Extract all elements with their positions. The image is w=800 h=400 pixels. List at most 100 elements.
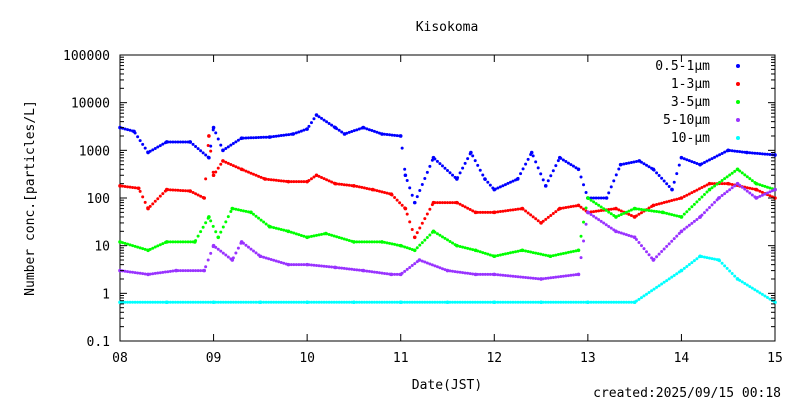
data-point — [201, 269, 205, 273]
data-point — [672, 273, 676, 277]
data-point — [289, 263, 293, 267]
data-point — [745, 189, 749, 193]
data-point — [176, 300, 180, 304]
data-point — [221, 159, 225, 163]
data-point — [435, 159, 439, 163]
data-point — [536, 300, 540, 304]
data-point — [546, 300, 550, 304]
data-point — [652, 209, 656, 213]
data-point — [332, 234, 336, 238]
data-point — [675, 197, 679, 201]
data-point — [249, 136, 253, 140]
data-point — [307, 235, 311, 239]
data-point — [355, 268, 359, 272]
data-point — [755, 196, 759, 200]
data-point — [458, 300, 462, 304]
data-point — [131, 244, 135, 248]
data-point — [138, 300, 142, 304]
data-point — [582, 220, 586, 224]
data-point — [710, 257, 714, 261]
data-point — [745, 283, 749, 287]
data-point — [733, 149, 737, 153]
data-point — [710, 203, 714, 207]
data-point — [473, 272, 477, 276]
data-point — [423, 260, 427, 264]
data-point — [564, 300, 568, 304]
data-point — [536, 252, 540, 256]
data-point — [511, 250, 515, 254]
data-point — [325, 265, 329, 269]
data-point — [309, 263, 313, 267]
data-point — [710, 186, 714, 190]
data-point — [347, 267, 351, 271]
data-point — [682, 195, 686, 199]
data-point — [687, 263, 691, 267]
data-point — [206, 216, 210, 220]
data-point — [463, 246, 467, 250]
data-point — [458, 270, 462, 274]
data-point — [622, 300, 626, 304]
data-point — [350, 300, 354, 304]
data-point — [692, 202, 696, 206]
data-point — [587, 300, 591, 304]
data-point — [627, 300, 631, 304]
data-point — [589, 213, 593, 217]
data-point — [383, 132, 387, 136]
data-point — [350, 130, 354, 134]
data-point — [138, 246, 142, 250]
data-point — [211, 224, 215, 228]
data-point — [224, 253, 228, 257]
data-point — [574, 166, 578, 170]
data-point — [199, 269, 203, 273]
data-point — [667, 277, 671, 281]
data-point — [312, 117, 316, 121]
data-point — [453, 300, 457, 304]
data-point — [153, 271, 157, 275]
data-point — [763, 152, 767, 156]
data-point — [370, 129, 374, 133]
data-point — [405, 300, 409, 304]
data-point — [639, 160, 643, 164]
data-point — [126, 300, 130, 304]
data-point — [599, 300, 603, 304]
data-point — [516, 275, 520, 279]
data-point — [516, 176, 520, 180]
data-point — [456, 244, 460, 248]
data-point — [715, 258, 719, 262]
data-point — [682, 266, 686, 270]
data-point — [617, 208, 621, 212]
data-point — [352, 184, 356, 188]
data-point — [138, 189, 142, 193]
data-point — [607, 300, 611, 304]
data-point — [541, 300, 545, 304]
data-point — [554, 210, 558, 214]
data-point — [730, 149, 734, 153]
data-point — [516, 249, 520, 253]
data-point — [657, 210, 661, 214]
data-point — [579, 256, 583, 260]
data-point — [650, 256, 654, 260]
data-point — [438, 162, 442, 166]
data-point — [516, 207, 520, 211]
data-point — [204, 177, 208, 181]
data-point — [163, 241, 167, 245]
y-tick-label: 1000 — [79, 144, 110, 159]
data-point — [743, 187, 747, 191]
data-point — [151, 246, 155, 250]
data-point — [612, 300, 616, 304]
data-point — [423, 300, 427, 304]
data-point — [239, 208, 243, 212]
data-point — [589, 198, 593, 202]
data-point — [304, 300, 308, 304]
data-point — [624, 162, 628, 166]
data-point — [650, 209, 654, 213]
data-point — [332, 265, 336, 269]
data-point — [327, 265, 331, 269]
data-point — [395, 134, 399, 138]
data-point — [211, 245, 215, 249]
data-point — [226, 145, 230, 149]
data-point — [730, 272, 734, 276]
data-point — [383, 300, 387, 304]
data-point — [667, 242, 671, 246]
data-point — [292, 300, 296, 304]
